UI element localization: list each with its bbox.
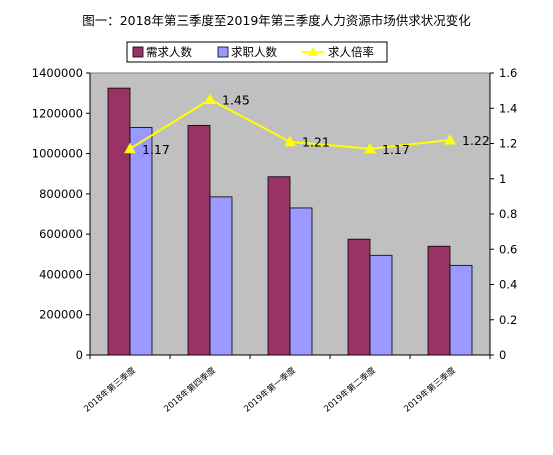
y-tick-label-left: 200000 bbox=[39, 308, 83, 322]
data-label: 1.17 bbox=[142, 142, 170, 157]
y-tick-label-right: 0.8 bbox=[499, 207, 517, 221]
y-tick-label-left: 1000000 bbox=[32, 147, 83, 161]
legend-marker bbox=[308, 47, 318, 56]
marker-求人倍率 bbox=[284, 135, 296, 147]
y-tick-label-left: 800000 bbox=[39, 187, 83, 201]
marker-求人倍率 bbox=[364, 142, 376, 154]
legend-label: 求人倍率 bbox=[328, 45, 374, 59]
legend-label: 需求人数 bbox=[146, 45, 192, 59]
y-tick-label-right: 0.6 bbox=[499, 242, 517, 256]
x-tick-label: 2018年第四季度 bbox=[162, 365, 219, 415]
x-tick-label: 2019年第三季度 bbox=[402, 365, 459, 415]
data-label: 1.21 bbox=[302, 135, 330, 150]
y-tick-label-right: 1.2 bbox=[499, 137, 517, 151]
y-tick-label-right: 1.4 bbox=[499, 101, 517, 115]
x-tick-label: 2019年第一季度 bbox=[242, 365, 299, 415]
y-tick-label-left: 400000 bbox=[39, 267, 83, 281]
data-label: 1.45 bbox=[222, 92, 250, 107]
bar-需求人数 bbox=[267, 176, 291, 356]
y-tick-label-right: 1 bbox=[499, 172, 506, 186]
bar-需求人数 bbox=[347, 238, 371, 356]
y-tick-label-right: 0.4 bbox=[499, 278, 517, 292]
data-label: 1.17 bbox=[382, 142, 410, 157]
bar-求职人数 bbox=[369, 254, 393, 356]
legend-label: 求职人数 bbox=[231, 45, 277, 59]
legend-box bbox=[126, 41, 388, 63]
bar-需求人数 bbox=[427, 245, 451, 356]
legend-swatch bbox=[217, 46, 229, 58]
marker-求人倍率 bbox=[204, 93, 216, 104]
marker-求人倍率 bbox=[124, 142, 136, 154]
y-tick-label-left: 1400000 bbox=[32, 66, 83, 80]
bar-需求人数 bbox=[107, 87, 131, 356]
y-tick-label-left: 600000 bbox=[39, 227, 83, 241]
y-tick-label-right: 0 bbox=[499, 348, 506, 362]
bar-求职人数 bbox=[449, 264, 473, 356]
y-tick-label-right: 0.2 bbox=[499, 313, 517, 327]
legend-swatch bbox=[132, 46, 144, 58]
bar-求职人数 bbox=[289, 207, 313, 356]
bar-求职人数 bbox=[209, 196, 233, 356]
y-tick-label-left: 0 bbox=[76, 348, 83, 362]
y-tick-label-right: 1.6 bbox=[499, 66, 517, 80]
marker-求人倍率 bbox=[444, 133, 456, 145]
x-tick-label: 2018年第三季度 bbox=[82, 365, 139, 415]
chart-title: 图一：2018年第三季度至2019年第三季度人力资源市场供求状况变化 bbox=[82, 13, 471, 28]
data-label: 1.22 bbox=[462, 133, 490, 148]
bar-需求人数 bbox=[187, 124, 211, 356]
bar-求职人数 bbox=[129, 126, 153, 356]
y-tick-label-left: 1200000 bbox=[32, 106, 83, 120]
x-tick-label: 2019年第二季度 bbox=[322, 365, 379, 415]
